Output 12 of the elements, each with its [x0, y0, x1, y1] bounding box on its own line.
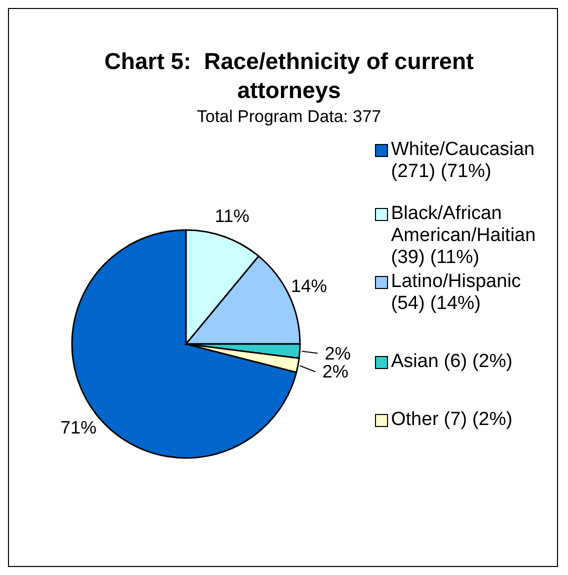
- chart-subtitle: Total Program Data: 377: [196, 107, 382, 127]
- legend-label: Asian (6) (2%): [391, 351, 512, 373]
- chart-title: Chart 5: Race/ethnicity of current attorneys: [103, 47, 475, 105]
- data-label: 71%: [60, 417, 97, 438]
- legend-label: White/Caucasian (271) (71%): [391, 139, 536, 183]
- legend-label: Black/African American/Haitian (39) (11%): [391, 203, 537, 269]
- legend-label: Other (7) (2%): [391, 409, 512, 431]
- data-label: 2%: [322, 362, 348, 382]
- data-label: 14%: [291, 276, 328, 296]
- legend-label: Latino/Hispanic (54) (14%): [391, 271, 522, 315]
- data-label: 2%: [324, 343, 351, 364]
- data-label: 11%: [214, 206, 250, 226]
